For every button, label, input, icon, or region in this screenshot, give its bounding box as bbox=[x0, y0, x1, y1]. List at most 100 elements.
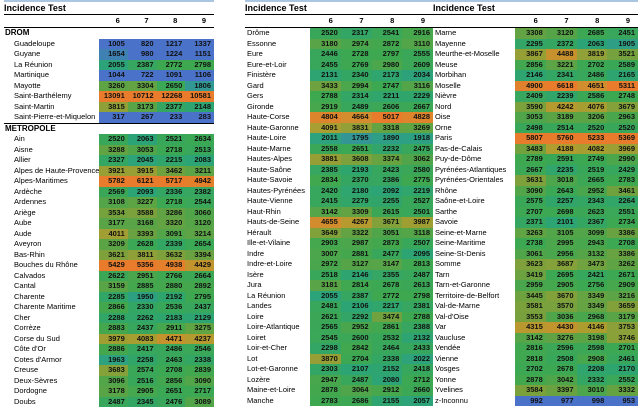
value-cell[interactable]: 2314 bbox=[341, 91, 372, 102]
value-cell[interactable]: 3590 bbox=[515, 102, 546, 113]
value-cell[interactable]: 2339 bbox=[157, 239, 186, 250]
value-cell[interactable]: 3987 bbox=[402, 217, 433, 228]
value-cell[interactable]: 2872 bbox=[372, 39, 403, 50]
value-cell[interactable]: 2698 bbox=[546, 207, 577, 218]
section-header-metropole[interactable]: METROPOLE bbox=[4, 123, 214, 135]
value-cell[interactable]: 3110 bbox=[402, 39, 433, 50]
value-cell[interactable]: 2551 bbox=[607, 207, 638, 218]
value-cell[interactable]: 3588 bbox=[128, 208, 157, 219]
department-name-cell[interactable]: Saint-Pierre-et-Miquelon bbox=[4, 112, 99, 123]
value-cell[interactable]: 2909 bbox=[607, 280, 638, 291]
department-name-cell[interactable]: Seine-St-Denis bbox=[433, 249, 515, 260]
value-cell[interactable]: 2475 bbox=[402, 144, 433, 155]
value-cell[interactable]: 2695 bbox=[546, 270, 577, 281]
department-name-cell[interactable]: Haute-Garonne bbox=[245, 123, 310, 134]
value-cell[interactable]: 2262 bbox=[128, 313, 157, 324]
value-cell[interactable]: 3206 bbox=[577, 112, 608, 123]
department-name-cell[interactable]: Gers bbox=[245, 91, 310, 102]
value-cell[interactable]: 4488 bbox=[546, 49, 577, 60]
column-header-6[interactable]: 6 bbox=[99, 15, 128, 27]
value-cell[interactable]: 3659 bbox=[607, 301, 638, 312]
department-name-cell[interactable]: Indre bbox=[245, 249, 310, 260]
value-cell[interactable]: 3142 bbox=[310, 207, 341, 218]
value-cell[interactable]: 2193 bbox=[341, 165, 372, 176]
value-cell[interactable]: 2613 bbox=[402, 280, 433, 291]
value-cell[interactable]: 2080 bbox=[372, 375, 403, 386]
value-cell[interactable]: 953 bbox=[607, 396, 638, 407]
value-cell[interactable]: 2795 bbox=[185, 292, 214, 303]
value-cell[interactable]: 2565 bbox=[310, 322, 341, 333]
value-cell[interactable]: 3064 bbox=[341, 385, 372, 396]
department-name-cell[interactable]: Vendée bbox=[433, 343, 515, 354]
department-name-cell[interactable]: Aude bbox=[4, 229, 99, 240]
value-cell[interactable]: 2288 bbox=[99, 313, 128, 324]
department-name-cell[interactable]: Alpes de Haute-Provence bbox=[4, 166, 99, 177]
value-cell[interactable]: 2217 bbox=[372, 301, 403, 312]
value-cell[interactable]: 2513 bbox=[185, 145, 214, 156]
value-cell[interactable]: 3053 bbox=[128, 145, 157, 156]
value-cell[interactable]: 2155 bbox=[372, 396, 403, 407]
value-cell[interactable]: 2834 bbox=[310, 175, 341, 186]
department-name-cell[interactable]: Alpes-Maritimes bbox=[4, 176, 99, 187]
value-cell[interactable]: 2702 bbox=[577, 60, 608, 71]
value-cell[interactable]: 2916 bbox=[402, 28, 433, 39]
value-cell[interactable]: 4938 bbox=[157, 260, 186, 271]
value-cell[interactable]: 3177 bbox=[99, 218, 128, 229]
department-name-cell[interactable]: Eure-et-Loir bbox=[245, 60, 310, 71]
value-cell[interactable]: 2219 bbox=[402, 186, 433, 197]
column-header-8[interactable]: 8 bbox=[577, 15, 608, 27]
department-name-cell[interactable]: Eure bbox=[245, 49, 310, 60]
value-cell[interactable]: 2995 bbox=[546, 238, 577, 249]
department-name-cell[interactable]: Orne bbox=[433, 123, 515, 134]
value-cell[interactable]: 2651 bbox=[157, 386, 186, 397]
value-cell[interactable]: 2520 bbox=[607, 123, 638, 134]
value-cell[interactable]: 2183 bbox=[157, 313, 186, 324]
value-cell[interactable]: 3198 bbox=[577, 333, 608, 344]
department-name-cell[interactable]: Pyrénées-Orientales bbox=[433, 175, 515, 186]
value-cell[interactable]: 2775 bbox=[402, 175, 433, 186]
department-name-cell[interactable]: Haute-Corse bbox=[245, 112, 310, 123]
department-name-cell[interactable]: Côte d'Or bbox=[4, 344, 99, 355]
department-name-cell[interactable]: Hautes-Alpes bbox=[245, 154, 310, 165]
value-cell[interactable]: 2660 bbox=[402, 385, 433, 396]
value-cell[interactable]: 2129 bbox=[185, 313, 214, 324]
value-cell[interactable]: 2388 bbox=[402, 322, 433, 333]
value-cell[interactable]: 3534 bbox=[99, 208, 128, 219]
value-cell[interactable]: 1918 bbox=[402, 133, 433, 144]
department-name-cell[interactable]: Ardennes bbox=[4, 197, 99, 208]
department-name-cell[interactable]: Bas-Rhin bbox=[4, 250, 99, 261]
value-cell[interactable]: 2546 bbox=[185, 344, 214, 355]
value-cell[interactable]: 2022 bbox=[402, 354, 433, 365]
value-cell[interactable]: 2959 bbox=[515, 280, 546, 291]
value-cell[interactable]: 1217 bbox=[157, 39, 186, 50]
value-cell[interactable]: 2264 bbox=[607, 196, 638, 207]
value-cell[interactable]: 2856 bbox=[157, 376, 186, 387]
value-cell[interactable]: 3419 bbox=[515, 270, 546, 281]
department-name-cell[interactable]: Aveyron bbox=[4, 239, 99, 250]
value-cell[interactable]: 2911 bbox=[157, 323, 186, 334]
value-cell[interactable]: 2330 bbox=[128, 302, 157, 313]
value-cell[interactable]: 2717 bbox=[185, 386, 214, 397]
column-header-6[interactable]: 6 bbox=[310, 15, 341, 27]
value-cell[interactable]: 3127 bbox=[341, 259, 372, 270]
value-cell[interactable]: 2532 bbox=[372, 333, 403, 344]
value-cell[interactable]: 2285 bbox=[99, 292, 128, 303]
value-cell[interactable]: 3349 bbox=[577, 291, 608, 302]
value-cell[interactable]: 2173 bbox=[372, 70, 403, 81]
department-name-cell[interactable]: Moselle bbox=[433, 81, 515, 92]
value-cell[interactable]: 2756 bbox=[577, 280, 608, 291]
value-cell[interactable]: 1806 bbox=[185, 81, 214, 92]
value-cell[interactable]: 2718 bbox=[157, 145, 186, 156]
department-name-cell[interactable]: Sarthe bbox=[433, 207, 515, 218]
table-title[interactable]: Incidence Test bbox=[4, 2, 214, 15]
value-cell[interactable]: 3632 bbox=[157, 250, 186, 261]
value-cell[interactable]: 3060 bbox=[185, 208, 214, 219]
value-cell[interactable]: 3276 bbox=[546, 333, 577, 344]
value-cell[interactable]: 3581 bbox=[515, 301, 546, 312]
department-name-cell[interactable]: Doubs bbox=[4, 397, 99, 407]
value-cell[interactable]: 2881 bbox=[341, 249, 372, 260]
value-cell[interactable]: 2536 bbox=[157, 302, 186, 313]
value-cell[interactable]: 2372 bbox=[546, 39, 577, 50]
value-cell[interactable]: 2486 bbox=[577, 70, 608, 81]
value-cell[interactable]: 2519 bbox=[577, 165, 608, 176]
